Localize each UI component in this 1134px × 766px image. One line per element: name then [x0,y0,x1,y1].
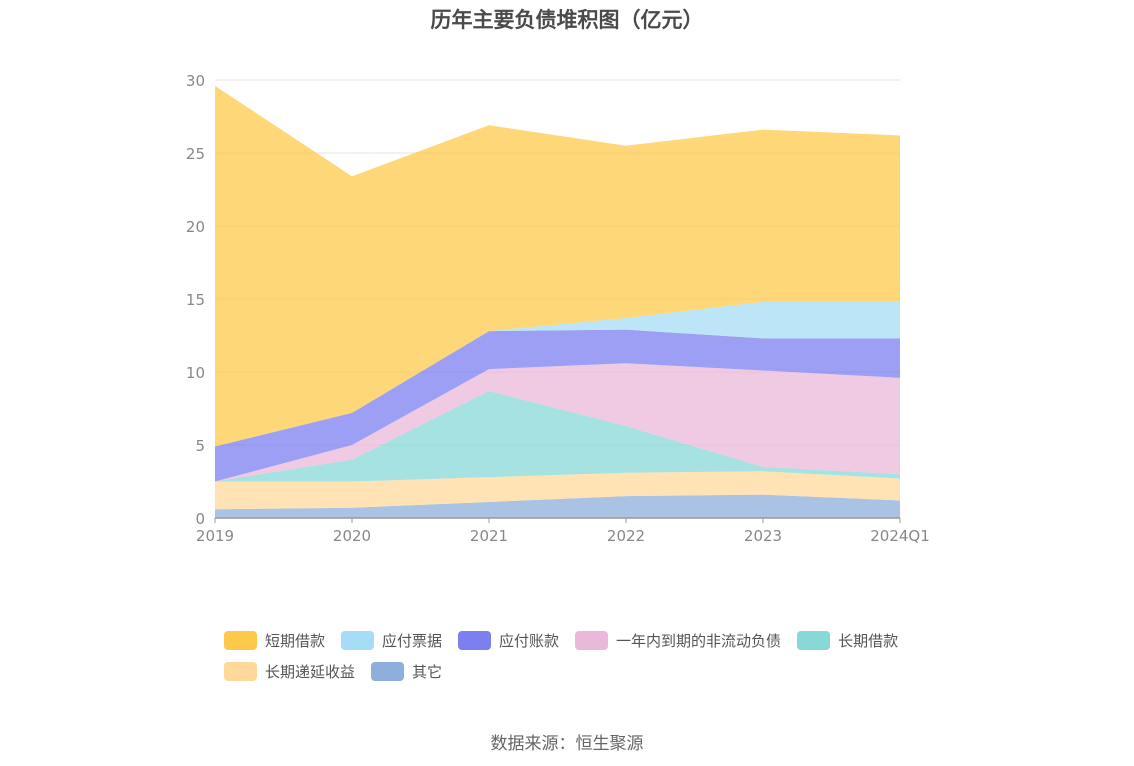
legend-swatch [371,662,405,681]
legend-label: 应付票据 [382,632,443,650]
legend-item-deferred-income[interactable]: 长期递延收益 [224,661,355,682]
area-series-2 [215,390,900,482]
stacked-area-chart: 0 5 10 15 20 25 30 2019 2020 2021 2022 2023 2024Q1 [186,72,930,545]
area-series-4 [215,329,900,482]
legend-label: 其它 [412,663,443,681]
y-tick-label: 0 [195,510,205,528]
data-source: 数据来源：恒生聚源 [490,734,644,754]
y-tick-label: 10 [186,364,205,382]
x-tick-label: 2021 [470,527,508,545]
x-tick-label: 2020 [333,527,371,545]
y-tick-label: 25 [186,145,205,163]
legend-row-1: 短期借款 应付票据 应付账款 一年内到期的非流动负债 长期借款 [224,630,944,651]
y-tick-label: 30 [186,72,205,90]
x-tick-label: 2019 [196,527,234,545]
legend-swatch [797,631,831,650]
x-tick-label: 2023 [744,527,782,545]
legend-swatch [224,631,257,650]
x-tick-label: 2024Q1 [870,527,930,545]
legend-label: 长期递延收益 [265,663,356,681]
x-axis: 2019 2020 2021 2022 2023 2024Q1 [196,517,930,545]
y-tick-label: 5 [195,437,205,455]
area-series-3 [215,363,900,482]
chart-title: 历年主要负债堆积图（亿元） [430,8,704,32]
area-series-5 [215,301,900,447]
legend-swatch [458,631,492,650]
legend-swatch [224,662,257,681]
area-series-1 [215,471,900,510]
legend-item-accounts-payable[interactable]: 应付账款 [458,630,559,651]
legend-label: 短期借款 [265,632,326,650]
legend-item-current-noncurrent[interactable]: 一年内到期的非流动负债 [575,630,781,651]
y-tick-label: 15 [186,291,205,309]
area-series-0 [215,494,900,518]
legend-item-other[interactable]: 其它 [371,661,442,682]
legend-swatch [341,631,375,650]
legend-label: 应付账款 [499,632,560,650]
legend: 短期借款 应付票据 应付账款 一年内到期的非流动负债 长期借款 长期递延收益 其… [224,630,944,692]
x-tick-label: 2022 [607,527,645,545]
y-tick-label: 20 [186,218,205,236]
y-axis: 0 5 10 15 20 25 30 [186,72,205,528]
legend-item-short-term-loans[interactable]: 短期借款 [224,630,325,651]
legend-item-long-term-loans[interactable]: 长期借款 [797,630,898,651]
legend-item-notes-payable[interactable]: 应付票据 [341,630,442,651]
legend-swatch [575,631,609,650]
legend-label: 长期借款 [838,632,899,650]
area-series-6 [215,85,900,447]
legend-label: 一年内到期的非流动负债 [616,632,782,650]
legend-row-2: 长期递延收益 其它 [224,661,944,682]
area-series [215,85,900,518]
